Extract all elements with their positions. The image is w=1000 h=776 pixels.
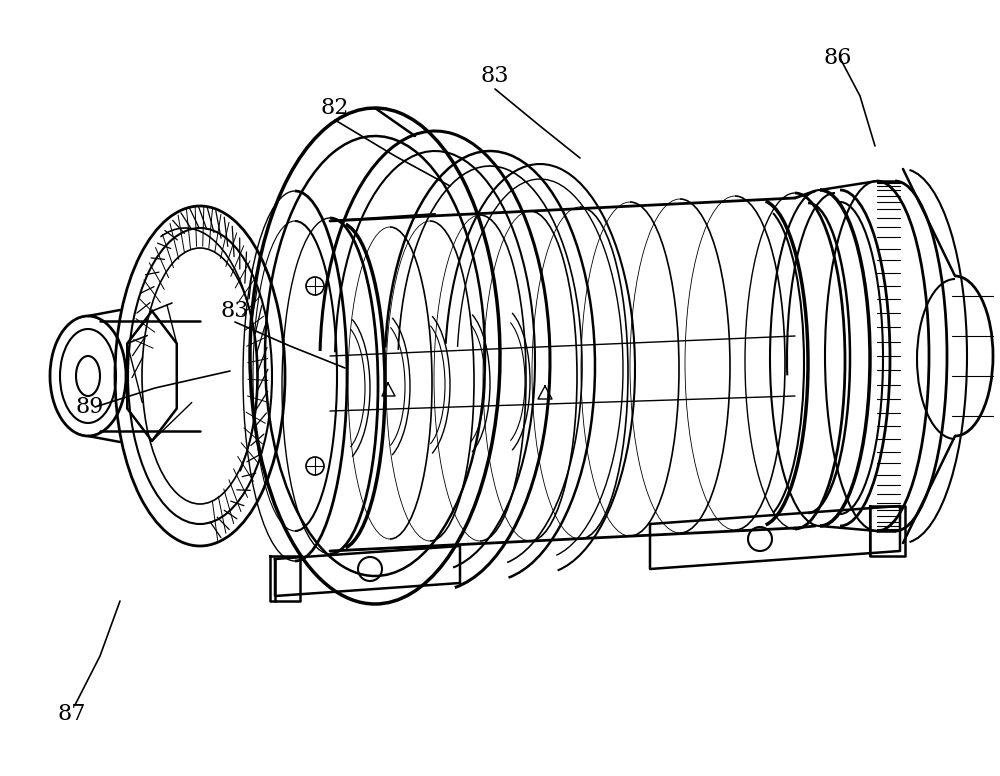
Text: 87: 87 — [58, 703, 86, 725]
Text: 83: 83 — [481, 65, 509, 87]
Text: 86: 86 — [824, 47, 852, 69]
Text: 83: 83 — [221, 300, 249, 322]
Text: 82: 82 — [321, 97, 349, 119]
Text: 89: 89 — [76, 396, 104, 418]
